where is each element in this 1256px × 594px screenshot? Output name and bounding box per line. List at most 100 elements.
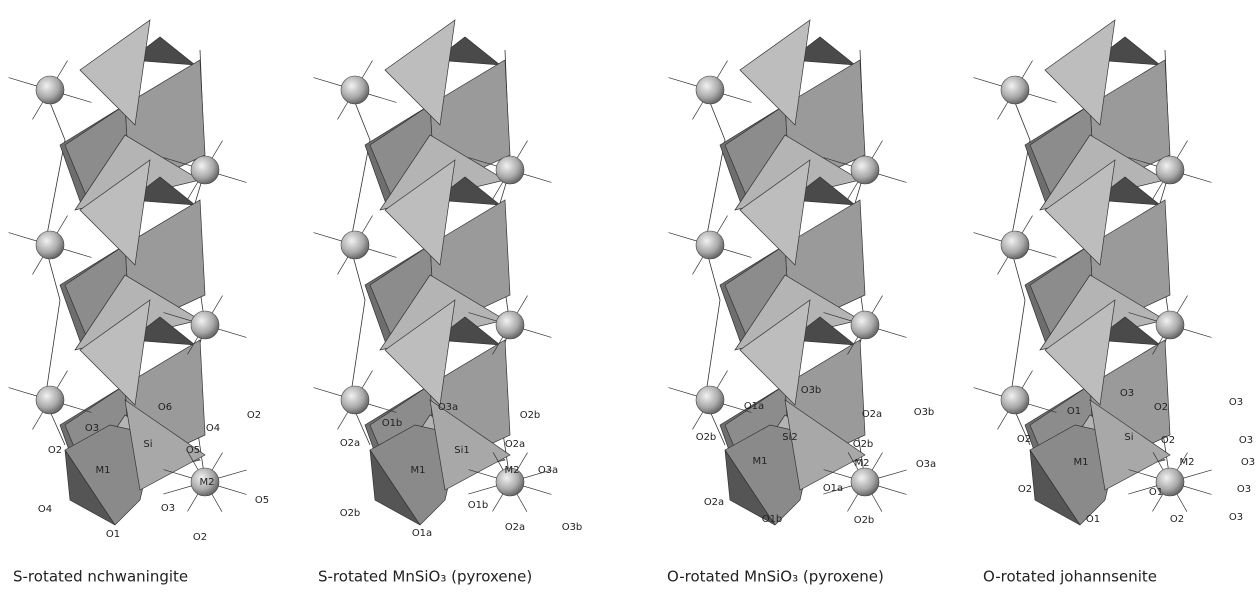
atom-label: M1 — [753, 456, 768, 467]
atom-label: O3 — [161, 503, 175, 514]
light-tetrahedron — [384, 159, 456, 266]
light-tetrahedron — [1044, 19, 1116, 126]
atom-label: O2b — [340, 508, 361, 519]
atom-label: O3 — [1237, 484, 1251, 495]
atom-label: M2 — [855, 458, 870, 469]
cation-sphere — [190, 310, 220, 340]
atom-label: M1 — [411, 465, 426, 476]
cation-sphere — [1155, 467, 1185, 497]
atom-label: O2 — [1154, 402, 1168, 413]
atom-label: O2 — [1161, 435, 1175, 446]
atom-label: Si1 — [454, 445, 470, 456]
atom-label: O2 — [48, 445, 62, 456]
atom-label: O3b — [801, 385, 822, 396]
cation-sphere — [340, 75, 370, 105]
atom-label: O2b — [520, 410, 541, 421]
structure — [668, 19, 907, 526]
panel-caption: O-rotated johannsenite — [983, 568, 1157, 586]
cation-sphere — [1000, 385, 1030, 415]
atom-label: Si — [143, 439, 152, 450]
cation-sphere — [850, 155, 880, 185]
light-tetrahedron — [79, 19, 151, 126]
atom-label: M2 — [1180, 457, 1195, 468]
atom-label: O2 — [1018, 484, 1032, 495]
m1-face — [724, 449, 776, 526]
structure — [313, 19, 552, 526]
cation-sphere — [1000, 75, 1030, 105]
m1-face — [1029, 449, 1081, 526]
cation-sphere — [495, 467, 525, 497]
atom-label: O1b — [382, 418, 403, 429]
atom-label: O3b — [562, 522, 583, 533]
light-tetrahedron — [1044, 299, 1116, 406]
atom-label: O1b — [468, 500, 489, 511]
atom-label: O1a — [412, 528, 432, 539]
atom-label: O6 — [158, 402, 172, 413]
cation-sphere — [850, 310, 880, 340]
m1-face — [369, 449, 421, 526]
cation-sphere — [495, 155, 525, 185]
cation-sphere — [340, 230, 370, 260]
panel-caption: O-rotated MnSiO₃ (pyroxene) — [667, 568, 884, 586]
atom-label: O3a — [538, 465, 558, 476]
atom-label: O2a — [862, 409, 882, 420]
atom-label: O1b — [762, 514, 783, 525]
atom-label: O1a — [823, 483, 843, 494]
atom-label: Si — [1124, 432, 1133, 443]
cation-sphere — [695, 385, 725, 415]
m1-face — [64, 449, 116, 526]
atom-label: O3a — [438, 402, 458, 413]
cation-sphere — [35, 75, 65, 105]
light-tetrahedron — [384, 299, 456, 406]
atom-label: O5 — [255, 495, 269, 506]
atom-label: O3 — [1229, 512, 1243, 523]
structure — [973, 19, 1212, 526]
light-tetrahedron — [79, 159, 151, 266]
atom-label: M1 — [96, 465, 111, 476]
cation-sphere — [695, 230, 725, 260]
atom-label: O1 — [106, 529, 120, 540]
cation-sphere — [35, 385, 65, 415]
panel-caption: S-rotated nchwaningite — [13, 568, 188, 586]
atom-label: O3 — [1239, 435, 1253, 446]
atom-label: O3 — [1229, 397, 1243, 408]
cation-sphere — [850, 467, 880, 497]
atom-label: O1 — [1086, 514, 1100, 525]
atom-label: O5 — [186, 445, 200, 456]
atom-label: O1 — [1067, 406, 1081, 417]
atom-label: O3 — [1241, 457, 1255, 468]
atom-label: O4 — [206, 423, 220, 434]
atom-label: O2b — [696, 432, 717, 443]
atom-label: O2 — [247, 410, 261, 421]
atom-label: Si2 — [782, 432, 798, 443]
atom-label: M2 — [200, 477, 215, 488]
light-tetrahedron — [739, 19, 811, 126]
atom-label: O2 — [193, 532, 207, 543]
cation-sphere — [190, 155, 220, 185]
cation-sphere — [340, 385, 370, 415]
atom-label: O3 — [85, 423, 99, 434]
atom-label: O3b — [914, 407, 935, 418]
atom-label: O3 — [1120, 388, 1134, 399]
atom-label: O2 — [1170, 514, 1184, 525]
cation-sphere — [35, 230, 65, 260]
light-tetrahedron — [384, 19, 456, 126]
atom-label: O4 — [38, 504, 52, 515]
cation-sphere — [190, 467, 220, 497]
atom-label: O2a — [340, 438, 360, 449]
light-tetrahedron — [1044, 159, 1116, 266]
cation-sphere — [1155, 155, 1185, 185]
light-tetrahedron — [739, 299, 811, 406]
atom-label: O3a — [916, 459, 936, 470]
atom-label: M1 — [1074, 457, 1089, 468]
atom-label: O1a — [744, 401, 764, 412]
atom-label: O1 — [1149, 487, 1163, 498]
cation-sphere — [1000, 230, 1030, 260]
cation-sphere — [1155, 310, 1185, 340]
panel-caption: S-rotated MnSiO₃ (pyroxene) — [318, 568, 532, 586]
atom-label: O2b — [854, 515, 875, 526]
atom-label: O2a — [704, 497, 724, 508]
atom-label: M2 — [505, 465, 520, 476]
cation-sphere — [495, 310, 525, 340]
